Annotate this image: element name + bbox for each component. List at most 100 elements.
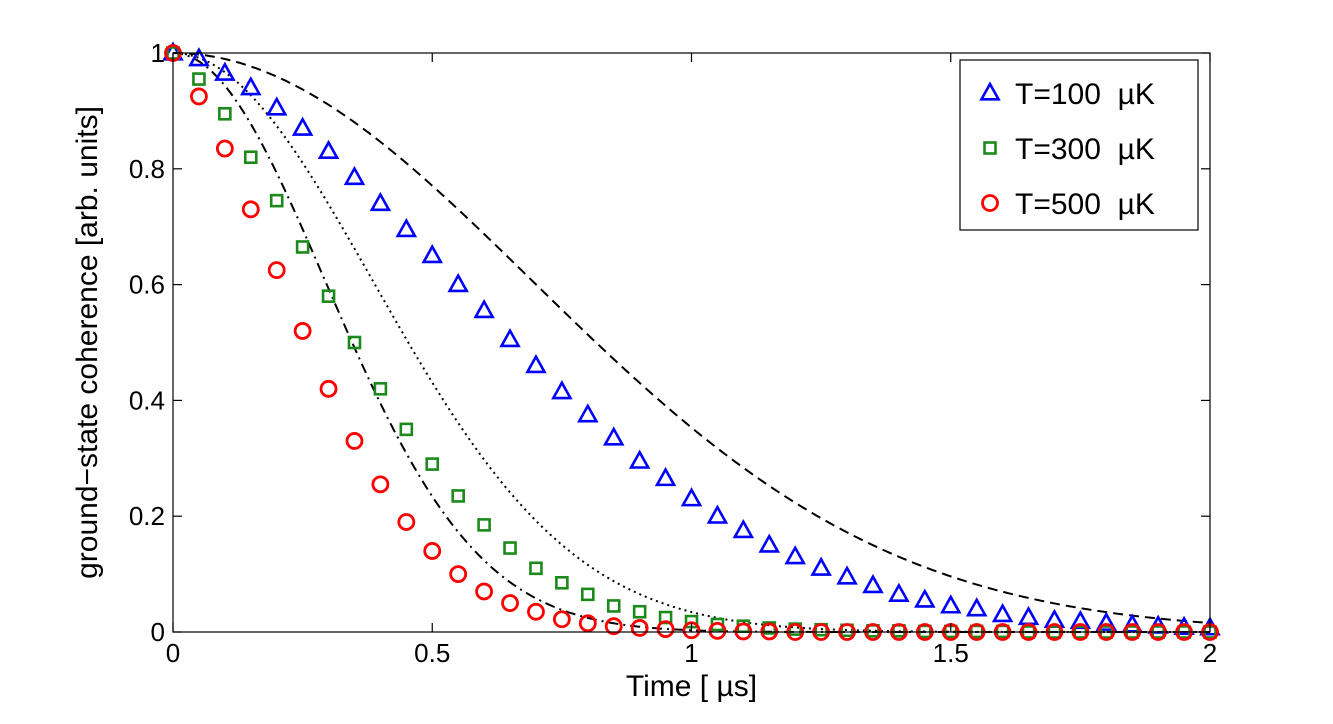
data-point (680, 487, 703, 507)
y-tick-label: 0.2 (129, 501, 165, 531)
data-point (188, 47, 210, 67)
tick-labels: 0 0.5 1 1.5 2 0 0.2 0.4 0.6 0.8 1 (129, 38, 1217, 668)
data-point (373, 382, 388, 396)
data-point (321, 289, 336, 303)
data-point (602, 426, 625, 446)
data-point (525, 353, 547, 374)
data-point (1121, 613, 1143, 633)
data-point (475, 582, 494, 601)
data-point (552, 610, 571, 629)
y-tick-label: 0.6 (129, 270, 165, 300)
data-point (214, 61, 236, 81)
data-point (555, 575, 569, 590)
data-point (215, 139, 234, 158)
data-point (706, 504, 729, 524)
data-point (293, 322, 312, 340)
data-point (577, 403, 599, 423)
data-point (503, 541, 517, 555)
data-point (708, 621, 727, 640)
data-point (632, 604, 647, 619)
data-point (580, 587, 595, 602)
data-point (658, 610, 673, 625)
y-axis-label: ground−state coherence [arb. units] (71, 106, 104, 579)
data-point (628, 449, 651, 469)
x-tick-label: 1 (684, 638, 698, 668)
data-point (425, 457, 440, 471)
data-point (399, 422, 414, 437)
y-tick-label: 0 (151, 617, 165, 647)
data-point (343, 165, 366, 186)
legend-label: T=100 µK (1015, 78, 1155, 111)
data-point (451, 489, 465, 503)
data-point (656, 620, 675, 639)
x-tick-label: 2 (1203, 638, 1217, 668)
data-point (836, 565, 858, 585)
data-point (527, 602, 545, 621)
data-point (218, 106, 232, 121)
data-point (604, 617, 623, 636)
legend-marker (979, 81, 1001, 101)
data-point (267, 261, 286, 280)
data-point (369, 191, 392, 212)
data-point (991, 602, 1014, 623)
data-point (241, 200, 260, 219)
data-point (888, 582, 910, 602)
data-point (732, 519, 755, 539)
data-point (240, 76, 262, 96)
data-point (862, 574, 884, 594)
data-point (1095, 611, 1118, 631)
legend-label: T=500 µK (1015, 188, 1155, 221)
data-point (347, 335, 362, 350)
legend-label: T=300 µK (1015, 133, 1155, 166)
data-point (319, 379, 338, 398)
data-point (345, 432, 364, 450)
data-point (477, 518, 491, 532)
data-point (578, 614, 597, 633)
data-point (371, 475, 390, 494)
data-point (243, 150, 258, 165)
data-point (529, 561, 543, 576)
data-point (291, 116, 314, 136)
legend-box (959, 59, 1199, 231)
data-point (630, 619, 649, 637)
legend-marker (981, 194, 999, 212)
data-point (449, 565, 468, 583)
data-point (473, 298, 495, 319)
data-point (269, 193, 284, 208)
data-point (395, 217, 418, 238)
axis-ticks (172, 52, 1211, 633)
data-point (499, 327, 521, 348)
data-point (421, 243, 444, 264)
data-point (397, 513, 416, 531)
x-tick-label: 0 (166, 638, 180, 668)
fit-100uK-line (172, 52, 1211, 625)
x-axis-label: Time [ µs] (626, 670, 757, 703)
data-point (423, 542, 442, 560)
y-tick-label: 0.4 (129, 385, 165, 415)
data-point (810, 556, 832, 576)
y-tick-label: 0.8 (129, 154, 165, 184)
data-point (1069, 609, 1092, 630)
legend: T=100 µK T=300 µK T=500 µK (959, 59, 1199, 231)
data-point (965, 597, 988, 617)
data-point (914, 588, 936, 608)
data-point (784, 545, 806, 565)
data-point (447, 272, 469, 293)
data-point (758, 533, 781, 553)
x-tick-label: 0.5 (414, 638, 450, 668)
data-point (654, 466, 677, 487)
fit-500uK-line (172, 52, 1210, 633)
data-point (682, 621, 701, 640)
data-point (192, 72, 206, 86)
data-point (190, 87, 208, 106)
data-point (501, 594, 519, 612)
data-point (551, 380, 573, 400)
data-point (317, 139, 340, 160)
data-point (295, 240, 310, 254)
data-point (606, 599, 621, 613)
y-tick-label: 1 (151, 38, 165, 68)
data-point (939, 594, 962, 614)
data-point (265, 96, 288, 116)
x-tick-label: 1.5 (933, 638, 969, 668)
